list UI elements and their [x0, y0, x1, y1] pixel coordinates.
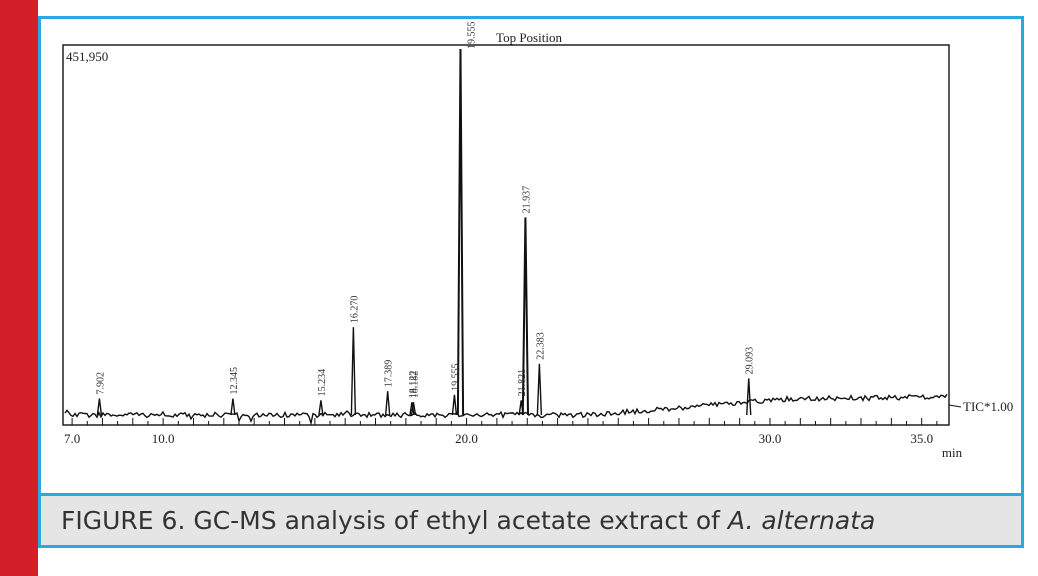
peak-label-11: 22.383 [535, 332, 546, 360]
figure-frame: Top Position 451,950 7.0 10.0 20.0 30.0 35.0 mi… [38, 16, 1024, 548]
peak-5 [409, 402, 415, 416]
tic-trace [64, 393, 948, 426]
peak-label-3: 16.270 [349, 296, 360, 324]
peak-label-5: 18.122 [408, 371, 419, 399]
peak-11 [536, 363, 543, 416]
peak-label-8: 19.555 [466, 22, 477, 50]
peak-12 [746, 378, 752, 416]
accent-bar [0, 0, 38, 576]
peak-label-2: 15.234 [317, 369, 328, 397]
x-tick-label: 20.0 [455, 431, 478, 446]
peak-label-1: 12.345 [229, 367, 240, 395]
peak-8 [456, 48, 465, 416]
peak-label-6: 18.182 [409, 371, 420, 399]
peak-label-4: 17.389 [384, 360, 395, 388]
x-tick-label: 10.0 [152, 431, 175, 446]
chart-title: Top Position [496, 30, 562, 45]
figure-caption: FIGURE 6. GC-MS analysis of ethyl acetat… [61, 506, 875, 535]
peak-label-7: 19.555 [450, 363, 461, 391]
x-tick-label: 30.0 [759, 431, 782, 446]
caption-box: FIGURE 6. GC-MS analysis of ethyl acetat… [41, 493, 1021, 545]
max-intensity-label: 451,950 [66, 49, 108, 64]
peak-10 [521, 217, 530, 416]
peak-label-0: 7.902 [95, 372, 106, 395]
peak-3 [350, 327, 357, 416]
peak-label-10: 21.937 [521, 186, 532, 214]
peak-6 [410, 402, 417, 416]
peak-2 [318, 400, 324, 416]
trace-label-leader [948, 404, 962, 408]
peak-1 [230, 398, 236, 416]
peak-4 [384, 391, 391, 416]
peak-0 [96, 398, 103, 416]
peak-7 [451, 394, 458, 416]
x-tick-label: 35.0 [910, 431, 933, 446]
trace-label: TIC*1.00 [963, 399, 1013, 414]
chromatogram-area: Top Position 451,950 7.0 10.0 20.0 30.0 35.0 mi… [41, 19, 1021, 493]
peak-label-9: 21.821 [517, 369, 528, 397]
chromatogram-chart: Top Position 451,950 7.0 10.0 20.0 30.0 35.0 mi… [62, 22, 1013, 460]
x-tick-label: 7.0 [64, 431, 80, 446]
caption-prefix: FIGURE 6. GC-MS analysis of ethyl acetat… [61, 506, 728, 535]
plot-frame [62, 44, 950, 426]
peak-label-12: 29.093 [745, 347, 756, 375]
x-axis-label: min [942, 445, 963, 460]
caption-species: A. alternata [727, 506, 876, 535]
